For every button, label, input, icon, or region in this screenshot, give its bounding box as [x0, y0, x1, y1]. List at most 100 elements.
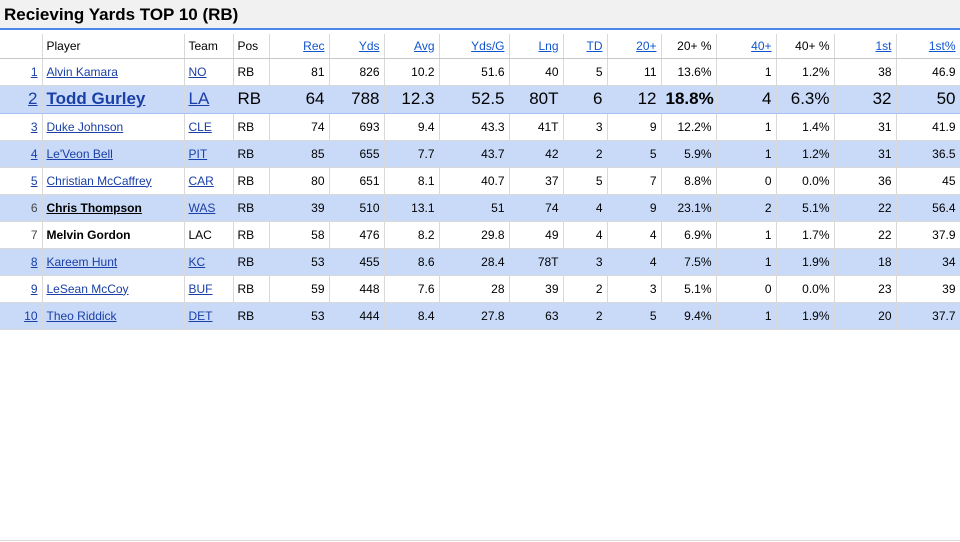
rec-cell: 85 — [269, 140, 330, 168]
player-cell[interactable]: Theo Riddick — [42, 302, 185, 330]
lng-cell: 40 — [509, 58, 564, 86]
team-link[interactable]: CLE — [188, 119, 212, 134]
sort-link-first[interactable]: 1st — [875, 38, 892, 53]
player-cell[interactable]: Christian McCaffrey — [42, 167, 185, 195]
rank-link[interactable]: 1 — [30, 64, 38, 79]
t20-cell: 3 — [607, 275, 662, 303]
rank-link[interactable]: 3 — [30, 119, 38, 134]
table-row: 10 Theo Riddick DET RB 53 444 8.4 27.8 63 2 5 9.4% 1… — [0, 302, 960, 330]
team-cell[interactable]: CAR — [184, 167, 234, 195]
team-cell[interactable]: WAS — [184, 194, 234, 222]
ydsg-cell: 51 — [439, 194, 510, 222]
rank-link[interactable]: 4 — [30, 146, 38, 161]
player-link[interactable]: Theo Riddick — [46, 308, 117, 323]
rank-link[interactable]: 8 — [30, 254, 38, 269]
rank-link[interactable]: 9 — [30, 281, 38, 296]
player-link[interactable]: Alvin Kamara — [46, 64, 118, 79]
player-cell[interactable]: Le'Veon Bell — [42, 140, 185, 168]
t40-cell: 1 — [716, 140, 777, 168]
player-link[interactable]: Kareem Hunt — [46, 254, 118, 269]
col-header-ydsg[interactable]: Yds/G — [439, 34, 510, 59]
team-cell[interactable]: CLE — [184, 113, 234, 141]
avg-cell: 13.1 — [384, 194, 440, 222]
t20p-cell: 12.2% — [661, 113, 717, 141]
t20p-cell: 23.1% — [661, 194, 717, 222]
team-cell[interactable]: DET — [184, 302, 234, 330]
team-link[interactable]: DET — [188, 308, 213, 323]
sort-link-20plus[interactable]: 20+ — [636, 38, 657, 53]
rank-cell[interactable]: 8 — [0, 248, 43, 276]
team-cell[interactable]: BUF — [184, 275, 234, 303]
col-header-rec[interactable]: Rec — [269, 34, 330, 59]
sort-link-ydsg[interactable]: Yds/G — [471, 38, 505, 53]
rank-link[interactable]: 5 — [30, 173, 38, 188]
title-bar: Recieving Yards TOP 10 (RB) — [0, 0, 960, 30]
t20-cell: 11 — [607, 58, 662, 86]
rank-link[interactable]: 2 — [28, 89, 38, 108]
rank-cell[interactable]: 9 — [0, 275, 43, 303]
player-link[interactable]: LeSean McCoy — [46, 281, 129, 296]
player-cell[interactable]: Chris Thompson — [42, 194, 185, 222]
lng-cell: 78T — [509, 248, 564, 276]
sort-link-avg[interactable]: Avg — [414, 38, 435, 53]
team-link[interactable]: LA — [188, 89, 210, 108]
rank-cell: 7 — [0, 221, 43, 249]
col-header-yds[interactable]: Yds — [329, 34, 385, 59]
team-link[interactable]: NO — [188, 64, 207, 79]
col-header-team: Team — [184, 34, 234, 59]
pos-cell: RB — [233, 248, 270, 276]
player-cell[interactable]: Alvin Kamara — [42, 58, 185, 86]
rank-cell[interactable]: 10 — [0, 302, 43, 330]
team-link[interactable]: KC — [188, 254, 206, 269]
firstp-cell: 37.9 — [896, 221, 960, 249]
sort-link-rec[interactable]: Rec — [303, 38, 325, 53]
player-cell[interactable]: Duke Johnson — [42, 113, 185, 141]
rank-cell[interactable]: 2 — [0, 85, 43, 114]
player-link[interactable]: Duke Johnson — [46, 119, 124, 134]
player-cell[interactable]: LeSean McCoy — [42, 275, 185, 303]
sort-link-40plus[interactable]: 40+ — [751, 38, 772, 53]
t20p-cell: 9.4% — [661, 302, 717, 330]
rank-cell[interactable]: 5 — [0, 167, 43, 195]
col-header-td[interactable]: TD — [563, 34, 608, 59]
rank-cell[interactable]: 4 — [0, 140, 43, 168]
col-header-avg[interactable]: Avg — [384, 34, 440, 59]
firstp-cell: 34 — [896, 248, 960, 276]
rec-cell: 74 — [269, 113, 330, 141]
rank-link[interactable]: 10 — [24, 308, 38, 323]
player-link[interactable]: Christian McCaffrey — [46, 173, 152, 188]
table-row: 6 Chris Thompson WAS RB 39 510 13.1 51 74 4 9 23.1%… — [0, 194, 960, 222]
team-cell[interactable]: KC — [184, 248, 234, 276]
sort-link-td[interactable]: TD — [586, 38, 603, 53]
player-link[interactable]: Todd Gurley — [46, 89, 146, 108]
player-link[interactable]: Chris Thompson — [46, 200, 142, 215]
lng-cell: 41T — [509, 113, 564, 141]
col-header-40plus-pct: 40+ % — [776, 34, 835, 59]
col-header-lng[interactable]: Lng — [509, 34, 564, 59]
col-header-first[interactable]: 1st — [834, 34, 897, 59]
td-cell: 3 — [563, 248, 608, 276]
team-link[interactable]: BUF — [188, 281, 213, 296]
col-header-20plus[interactable]: 20+ — [607, 34, 662, 59]
team-link[interactable]: WAS — [188, 200, 216, 215]
sort-link-first-pct[interactable]: 1st% — [928, 38, 956, 53]
t40p-cell: 0.0% — [776, 167, 835, 195]
rank-cell[interactable]: 1 — [0, 58, 43, 86]
team-cell[interactable]: LA — [184, 85, 234, 114]
team-cell[interactable]: NO — [184, 58, 234, 86]
first-cell: 38 — [834, 58, 897, 86]
rank-cell[interactable]: 3 — [0, 113, 43, 141]
player-cell[interactable]: Todd Gurley — [42, 85, 185, 114]
team-link[interactable]: CAR — [188, 173, 214, 188]
col-header-first-pct[interactable]: 1st% — [896, 34, 960, 59]
team-link[interactable]: PIT — [188, 146, 208, 161]
col-header-40plus[interactable]: 40+ — [716, 34, 777, 59]
player-cell[interactable]: Kareem Hunt — [42, 248, 185, 276]
player-link[interactable]: Le'Veon Bell — [46, 146, 113, 161]
sort-link-yds[interactable]: Yds — [358, 38, 380, 53]
sort-link-lng[interactable]: Lng — [538, 38, 559, 53]
team-cell[interactable]: PIT — [184, 140, 234, 168]
rec-cell: 53 — [269, 248, 330, 276]
t40p-cell: 0.0% — [776, 275, 835, 303]
rec-cell: 53 — [269, 302, 330, 330]
